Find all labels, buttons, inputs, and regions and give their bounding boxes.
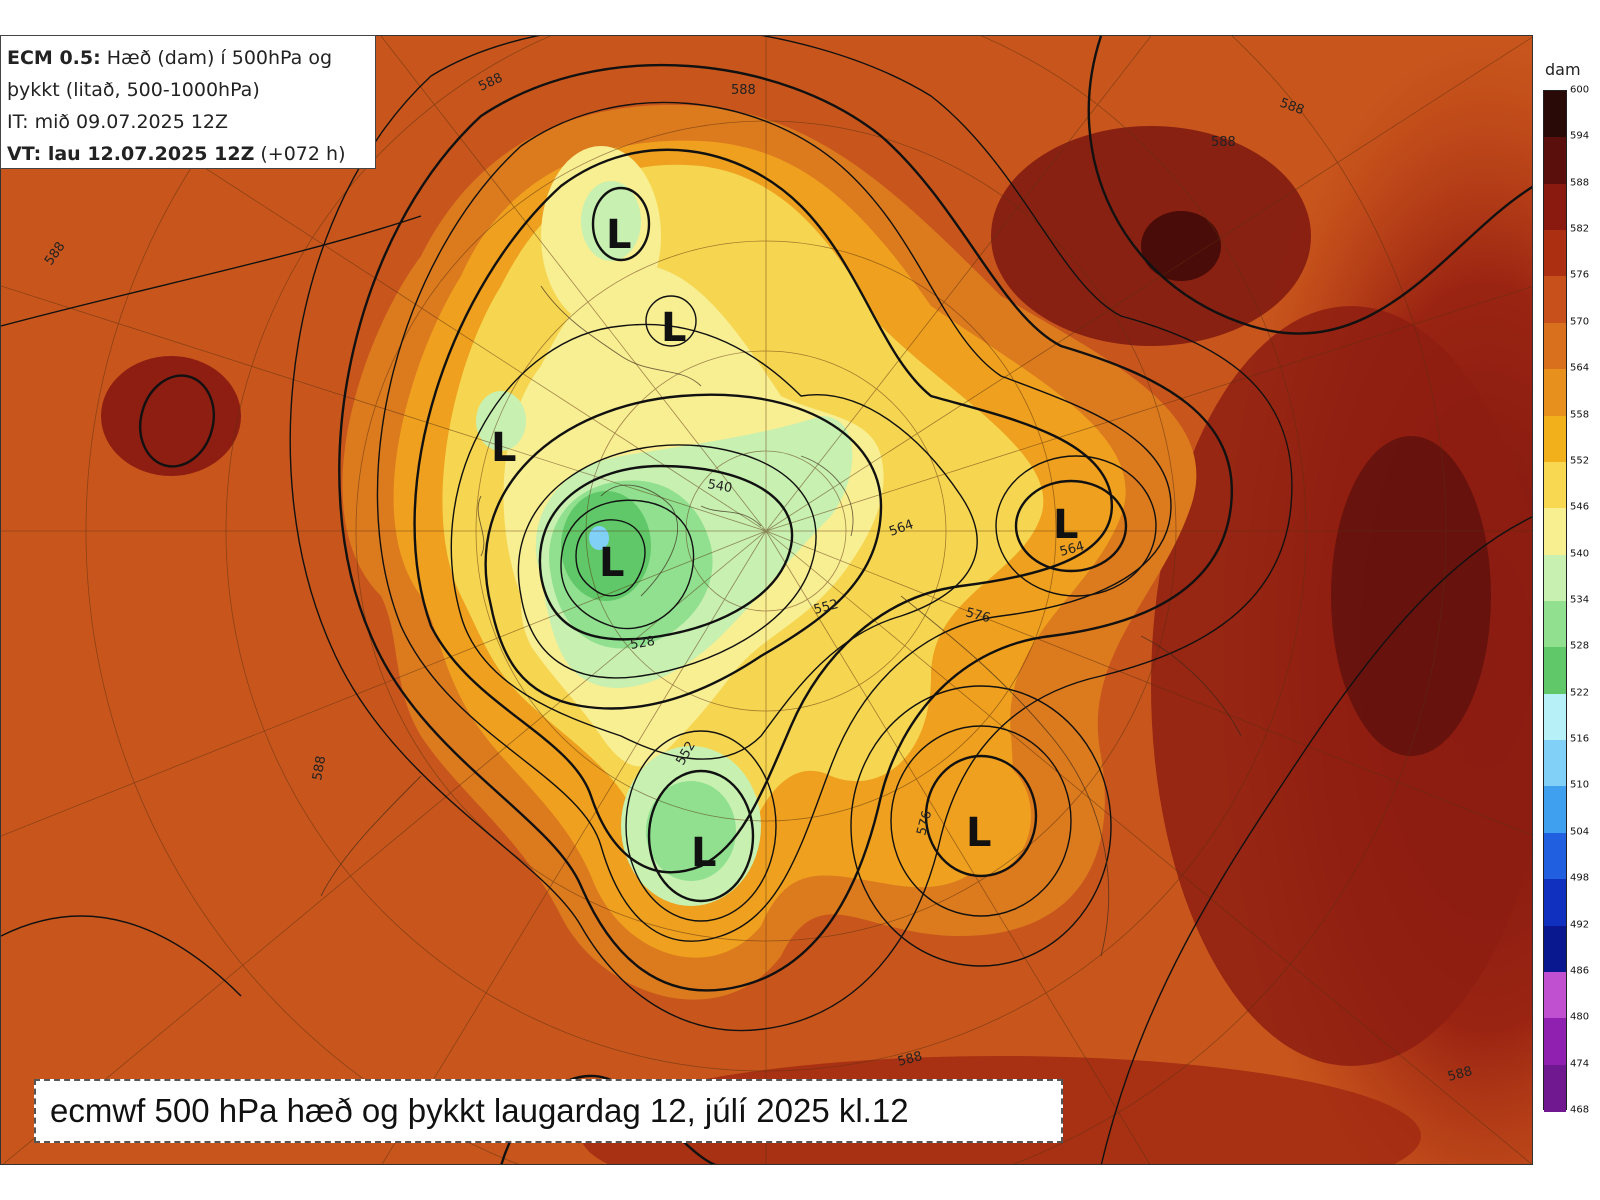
thickness-band-540-west: [476, 391, 526, 451]
height-contours: [1, 36, 1532, 1164]
thickness-band-516: [589, 526, 609, 550]
colorbar-label: 558: [1570, 409, 1590, 421]
contour-label: 552: [812, 597, 840, 618]
low-marker: L: [606, 212, 632, 258]
colorbar-label: 582: [1570, 223, 1590, 235]
contour-label: 576: [964, 605, 992, 626]
colorbar-segment: [1544, 693, 1566, 742]
colorbar-segment: [1544, 554, 1566, 602]
colorbar: [1543, 90, 1567, 1112]
thickness-map: 588 588 588 588 588 540 564 564 552 576 …: [1, 36, 1532, 1164]
colorbar-label: 546: [1570, 501, 1590, 513]
colorbar-label: 486: [1570, 965, 1590, 977]
colorbar-unit: dam: [1545, 60, 1581, 79]
graticule: [1, 36, 1532, 1164]
colorbar-label: 534: [1570, 594, 1590, 606]
low-marker: L: [491, 425, 517, 471]
colorbar-label: 510: [1570, 779, 1590, 791]
colorbar-label: 570: [1570, 316, 1590, 328]
contour-576: [338, 63, 1234, 992]
valid-offset: (+072 h): [260, 143, 346, 165]
colorbar-segment: [1544, 230, 1566, 278]
colorbar-segment: [1544, 415, 1566, 463]
description-line2: þykkt (litað, 500-1000hPa): [7, 79, 260, 101]
colorbar-segment: [1544, 322, 1566, 371]
colorbar-segment: [1544, 786, 1566, 834]
colorbar-label: 576: [1570, 269, 1590, 281]
warm-core-northeast: [1141, 211, 1221, 281]
colorbar-segment: [1544, 369, 1566, 417]
contour-564: [413, 148, 1114, 874]
colorbar-segment: [1544, 91, 1566, 139]
contour-label: 588: [1446, 1064, 1474, 1085]
low-marker: L: [691, 830, 717, 876]
colorbar-label: 528: [1570, 640, 1590, 652]
caption: ecmwf 500 hPa hæð og þykkt laugardag 12,…: [34, 1079, 1063, 1143]
colorbar-segment: [1544, 276, 1566, 324]
colorbar-segment: [1544, 971, 1566, 1020]
colorbar-label: 540: [1570, 548, 1590, 560]
colorbar-labels: 600 594 588 582 576 570 564 558 552 546 540 534 528 5…: [1570, 85, 1600, 1116]
low-marker: L: [966, 810, 992, 856]
colorbar-segment: [1544, 879, 1566, 927]
colorbar-segment: [1544, 1018, 1566, 1066]
colorbar-label: 480: [1570, 1011, 1590, 1023]
colorbar-segment: [1544, 601, 1566, 649]
contour-label: 564: [1058, 539, 1086, 560]
contour-label: 588: [310, 755, 329, 782]
colorbar-label: 492: [1570, 919, 1590, 931]
colorbar-label: 588: [1570, 177, 1590, 189]
contour-label: 528: [629, 634, 656, 653]
colorbar-label: 498: [1570, 872, 1590, 884]
contour-552: [484, 393, 883, 710]
contour-label: 540: [706, 477, 733, 496]
valid-time-row: VT: lau 12.07.2025 12Z (+072 h): [7, 138, 369, 170]
model-label: ECM 0.5:: [7, 47, 101, 69]
colorbar-segment: [1544, 740, 1566, 788]
colorbar-label: 504: [1570, 826, 1590, 838]
colorbar-segment: [1544, 508, 1566, 556]
colorbar-label: 594: [1570, 130, 1590, 142]
contour-540: [538, 464, 794, 641]
description-line1: Hæð (dam) í 500hPa og: [106, 47, 333, 69]
colorbar-label: 564: [1570, 362, 1590, 374]
low-marker: L: [599, 540, 625, 586]
colorbar-segment: [1544, 925, 1566, 973]
colorbar-label: 516: [1570, 733, 1590, 745]
init-time: IT: mið 09.07.2025 12Z: [7, 111, 229, 133]
thickness-band-558-east: [931, 756, 1031, 876]
colorbar-label: 600: [1570, 84, 1590, 96]
warm-core-east: [1331, 436, 1491, 756]
colorbar-segment: [1544, 461, 1566, 510]
valid-time: VT: lau 12.07.2025 12Z: [7, 143, 255, 165]
contour-label: 588: [896, 1049, 924, 1070]
map-panel: 588 588 588 588 588 540 564 564 552 576 …: [0, 35, 1533, 1165]
info-model-row: ECM 0.5: Hæð (dam) í 500hPa og: [7, 42, 369, 74]
colorbar-label: 552: [1570, 455, 1590, 467]
colorbar-label: 522: [1570, 687, 1590, 699]
colorbar-segment: [1544, 183, 1566, 232]
colorbar-segment: [1544, 647, 1566, 695]
colorbar-label: 468: [1570, 1104, 1590, 1116]
contour-label: 588: [1211, 135, 1236, 150]
contour-label: 588: [731, 83, 756, 98]
low-markers: L L L L L L L: [491, 212, 1079, 876]
low-marker: L: [1053, 502, 1079, 548]
thickness-band-534-south: [646, 781, 736, 881]
contour-label: 576: [914, 809, 935, 837]
forecast-info-box: ECM 0.5: Hæð (dam) í 500hPa og þykkt (li…: [0, 35, 376, 169]
contour-labels: 588 588 588 588 588 540 564 564 552 576 …: [42, 71, 1474, 1085]
coastlines: [320, 285, 1242, 957]
colorbar-label: 474: [1570, 1058, 1590, 1070]
warm-region-west: [101, 356, 241, 476]
colorbar-segment: [1544, 1064, 1566, 1112]
colorbar-segment: [1544, 137, 1566, 185]
colorbar-segment: [1544, 832, 1566, 881]
low-marker: L: [661, 305, 687, 351]
